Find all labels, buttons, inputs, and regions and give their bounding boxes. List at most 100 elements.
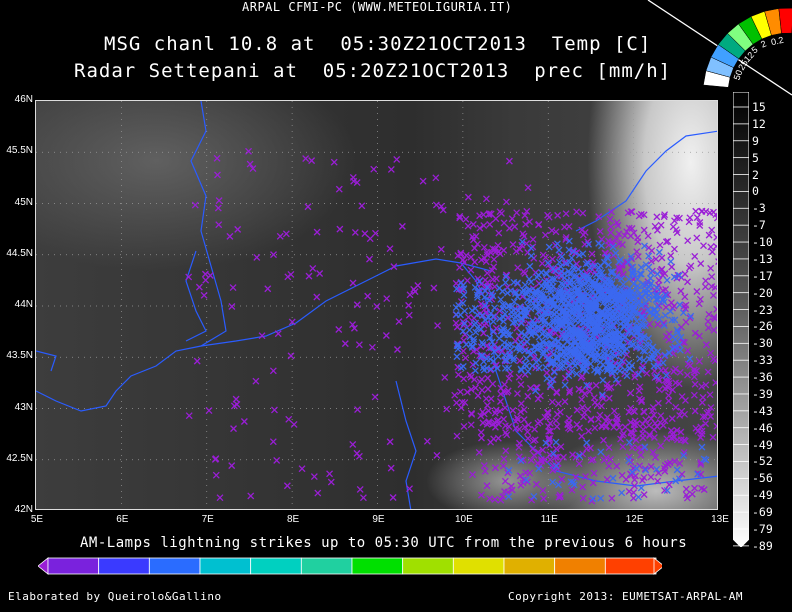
temp-scale-label: -17 bbox=[752, 268, 773, 283]
lightning-strike bbox=[693, 288, 701, 295]
lightning-strike bbox=[517, 319, 525, 327]
lightning-strike bbox=[576, 355, 584, 363]
lightning-strike bbox=[483, 482, 491, 490]
lightning-strike bbox=[528, 294, 536, 302]
lightning-strike bbox=[557, 285, 565, 293]
lightning-strike bbox=[639, 430, 647, 438]
lightning-strike bbox=[485, 407, 493, 415]
lightning-strike bbox=[587, 286, 595, 294]
lightning-strike bbox=[270, 251, 277, 259]
lightning-strike bbox=[619, 270, 627, 278]
lightning-strike bbox=[335, 326, 343, 333]
lightning-strike bbox=[591, 398, 599, 406]
lightning-strike bbox=[493, 417, 501, 425]
lightning-strike bbox=[502, 271, 510, 279]
lightning-strike bbox=[541, 332, 549, 340]
lightning-strike bbox=[562, 345, 570, 353]
lightning-strike bbox=[540, 495, 548, 502]
lightning-strike bbox=[573, 272, 581, 280]
lightning-strike bbox=[582, 473, 589, 480]
lightning-strike bbox=[541, 321, 549, 329]
lightning-strike bbox=[556, 491, 564, 499]
lightning-strike bbox=[529, 437, 537, 445]
lightning-strike bbox=[691, 380, 699, 388]
lightning-strike bbox=[471, 367, 479, 375]
lightning-strike bbox=[649, 403, 657, 411]
lightning-strike bbox=[676, 460, 684, 467]
lightning-strike bbox=[691, 329, 699, 337]
lightning-strike bbox=[600, 436, 607, 444]
lightning-strike bbox=[298, 465, 306, 473]
lightning-strike bbox=[702, 381, 710, 389]
lightning-strike bbox=[627, 327, 635, 335]
lightning-strike bbox=[502, 273, 510, 281]
lightning-strike bbox=[200, 291, 208, 299]
lightning-strike bbox=[578, 372, 586, 380]
lightning-strike bbox=[230, 425, 237, 433]
lightning-strike bbox=[708, 283, 716, 291]
lightning-strike bbox=[349, 440, 357, 448]
lightning-strike bbox=[608, 494, 616, 502]
lightning-strike bbox=[649, 448, 657, 456]
footer-copyright: Copyright 2013: EUMETSAT-ARPAL-AM bbox=[508, 590, 744, 603]
lightning-strike bbox=[486, 220, 494, 228]
lightning-strike bbox=[568, 486, 576, 494]
lightning-strike bbox=[687, 312, 695, 320]
lightning-strike bbox=[191, 201, 199, 209]
lon-tick-label: 8E bbox=[287, 514, 300, 525]
lightning-strike bbox=[604, 254, 612, 262]
lightning-strike bbox=[636, 270, 644, 278]
lightning-strike bbox=[573, 406, 581, 414]
lightning-strike bbox=[612, 249, 620, 257]
lightning-strike bbox=[573, 260, 581, 268]
lightning-strike bbox=[618, 471, 626, 479]
lightning-strike bbox=[580, 413, 587, 421]
lightning-strike bbox=[555, 289, 563, 297]
lightning-strike bbox=[609, 243, 617, 251]
lightning-strike bbox=[582, 284, 590, 292]
lightning-strike bbox=[456, 214, 464, 222]
lightning-strike bbox=[552, 445, 560, 453]
lightning-strike bbox=[508, 215, 516, 223]
lightning-strike bbox=[587, 416, 595, 424]
lightning-strike bbox=[578, 432, 586, 440]
lightning-strike bbox=[698, 399, 706, 407]
lightning-strike bbox=[386, 245, 394, 253]
lightning-strike bbox=[607, 455, 615, 463]
lightning-strike bbox=[660, 213, 668, 221]
lightning-strike bbox=[613, 234, 621, 242]
lightning-strike bbox=[652, 453, 659, 461]
lightning-strike bbox=[489, 318, 497, 326]
lightning-strike bbox=[650, 426, 658, 434]
lightning-strike bbox=[451, 391, 459, 399]
lightning-strike bbox=[432, 201, 440, 209]
lightning-strike bbox=[460, 291, 468, 299]
lightning-strike bbox=[568, 254, 576, 262]
lightning-strike bbox=[550, 300, 558, 308]
lightning-strike bbox=[685, 264, 693, 272]
lightning-strike bbox=[461, 307, 469, 315]
lightning-strike bbox=[639, 420, 647, 428]
lightning-strike bbox=[605, 336, 613, 343]
lightning-strike bbox=[661, 312, 669, 319]
lightning-strike bbox=[614, 263, 622, 271]
lightning-strike bbox=[533, 384, 541, 391]
lightning-scale-label: 16 bbox=[459, 575, 474, 589]
lightning-strike bbox=[309, 264, 317, 272]
lightning-strike bbox=[517, 408, 525, 416]
lightning-strike bbox=[569, 349, 577, 357]
lightning-strike bbox=[494, 346, 502, 354]
lightning-strike bbox=[386, 438, 394, 446]
lightning-strike bbox=[539, 446, 547, 454]
lightning-strike bbox=[350, 177, 358, 185]
lightning-strike bbox=[628, 269, 636, 277]
lightning-strike bbox=[454, 342, 462, 350]
lightning-strike bbox=[565, 237, 573, 245]
lightning-strike bbox=[519, 230, 527, 238]
lightning-strike bbox=[364, 292, 372, 300]
lightning-strike bbox=[383, 295, 391, 303]
lightning-strike bbox=[659, 359, 667, 367]
lightning-strike bbox=[686, 355, 694, 363]
lightning-strike bbox=[557, 345, 565, 353]
lightning-strike bbox=[524, 184, 532, 192]
